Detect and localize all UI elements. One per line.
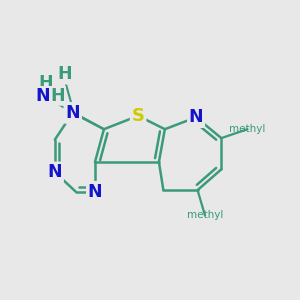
Text: N: N <box>65 104 80 122</box>
Text: N: N <box>189 108 203 126</box>
Text: N: N <box>48 163 62 181</box>
Text: N: N <box>65 104 80 122</box>
Text: H: H <box>39 74 53 92</box>
Text: N: N <box>88 183 102 201</box>
Text: S: S <box>132 107 145 125</box>
Text: N: N <box>36 87 50 105</box>
Text: H: H <box>50 87 65 105</box>
Text: methyl: methyl <box>229 124 266 134</box>
Text: H: H <box>57 65 72 83</box>
Text: methyl: methyl <box>187 210 223 220</box>
